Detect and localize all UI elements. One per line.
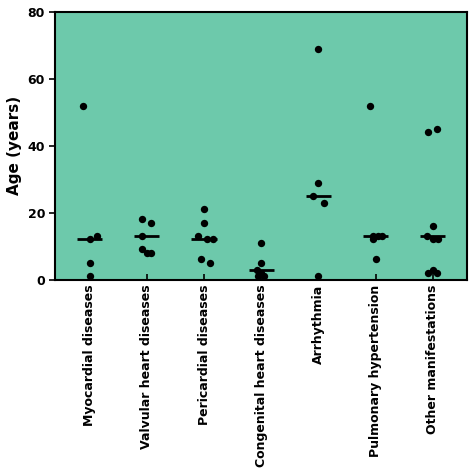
Point bbox=[315, 273, 322, 280]
Point bbox=[86, 259, 93, 267]
Point bbox=[143, 249, 151, 256]
Point bbox=[435, 236, 442, 243]
Point bbox=[315, 45, 322, 53]
Point bbox=[93, 232, 100, 240]
Point bbox=[424, 128, 432, 136]
Point bbox=[320, 199, 328, 206]
Y-axis label: Age (years): Age (years) bbox=[7, 96, 22, 195]
Point bbox=[86, 236, 93, 243]
Point bbox=[201, 206, 208, 213]
Point bbox=[148, 219, 155, 227]
Point bbox=[379, 232, 386, 240]
Point bbox=[148, 249, 155, 256]
Point bbox=[257, 239, 265, 246]
Point bbox=[255, 273, 262, 280]
Point bbox=[369, 236, 376, 243]
Point bbox=[197, 255, 205, 263]
Point bbox=[138, 246, 146, 253]
Point bbox=[253, 266, 260, 273]
Point bbox=[260, 273, 268, 280]
Point bbox=[201, 219, 208, 227]
Point bbox=[138, 232, 146, 240]
Point bbox=[315, 179, 322, 186]
Point bbox=[86, 273, 93, 280]
Point bbox=[309, 192, 317, 200]
Point bbox=[369, 232, 376, 240]
Point bbox=[424, 269, 432, 277]
Point bbox=[138, 216, 146, 223]
Point bbox=[203, 236, 211, 243]
Point bbox=[429, 236, 437, 243]
Point bbox=[194, 232, 202, 240]
Point bbox=[257, 259, 265, 267]
Point bbox=[434, 269, 441, 277]
Point bbox=[366, 102, 374, 109]
Point bbox=[374, 232, 382, 240]
Point bbox=[257, 269, 265, 277]
Point bbox=[429, 222, 437, 230]
Point bbox=[423, 232, 431, 240]
Point bbox=[372, 255, 379, 263]
Point bbox=[206, 259, 214, 267]
Point bbox=[429, 266, 437, 273]
Point bbox=[79, 102, 87, 109]
Point bbox=[209, 236, 217, 243]
Point bbox=[434, 125, 441, 133]
